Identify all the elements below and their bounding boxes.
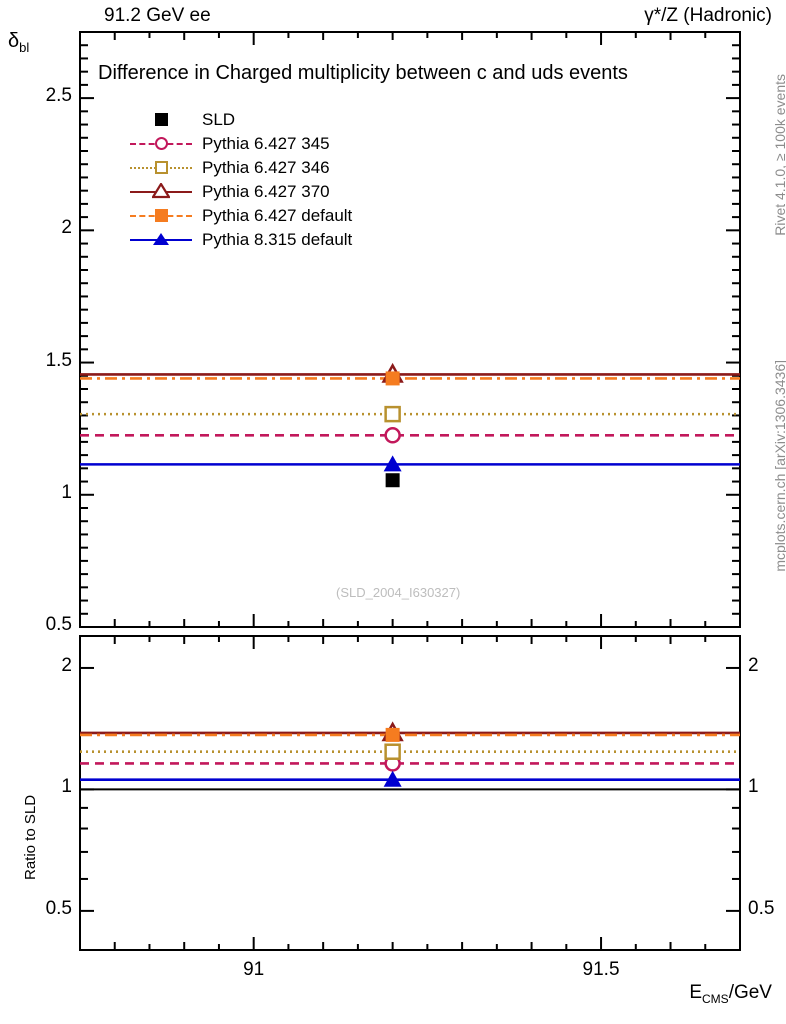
x-axis-title-sub: CMS [702,991,729,1006]
ratio-marker-Pythia 8.315 default [383,770,402,787]
legend-entry: Pythia 6.427 346 [130,156,352,180]
x-axis-title-rest: /GeV [728,982,772,1003]
main-y-tick-label: 1.5 [45,349,72,371]
x-axis-title: ECMS/GeV [689,982,772,1006]
main-y-tick-label: 2.5 [45,85,72,107]
main-marker-SLD [385,473,400,488]
legend-entry: Pythia 6.427 345 [130,132,352,156]
legend-entry: SLD [130,108,352,132]
legend-label: Pythia 6.427 370 [202,182,330,201]
legend-marker-open-triangle-icon [151,181,171,204]
legend-entry: Pythia 8.315 default [130,228,352,252]
legend-key [130,156,192,180]
analysis-id-watermark: (SLD_2004_I630327) [336,585,461,600]
ratio-y-tick-label: 2 [61,654,72,676]
main-y-axis-label-text: δ [8,30,20,52]
legend-marker-filled-triangle-icon [152,231,170,252]
header-beam-energy: 91.2 GeV ee [104,5,211,26]
legend-key [130,180,192,204]
main-marker-Pythia 6.427 346 [384,405,401,423]
main-y-tick-label: 1 [61,481,72,503]
x-axis-title-text: E [689,982,703,1003]
ratio-y-tick-label: 0.5 [45,897,72,919]
legend-entry: Pythia 6.427 370 [130,180,352,204]
legend-marker-open-circle-icon [155,137,168,150]
legend-key [130,132,192,156]
legend-marker-filled-square-icon [155,113,168,126]
main-marker-Pythia 6.427 345 [384,427,401,444]
legend-key [130,204,192,228]
legend-key [130,108,192,132]
legend: SLD Pythia 6.427 345 Pythia 6.427 346 Pythi… [130,108,352,252]
legend-label: Pythia 6.427 345 [202,134,330,153]
legend-label: SLD [202,110,236,129]
ratio-marker-Pythia 6.427 default [385,727,400,742]
x-tick-label: 91.5 [582,959,620,980]
main-y-tick-label: 2 [61,217,72,239]
legend-key [130,228,192,252]
main-y-axis-label-sub: bl [19,40,30,55]
legend-marker-open-square-icon [155,161,168,174]
ratio-y-tick-label-right: 2 [748,654,759,676]
main-marker-Pythia 8.315 default [383,455,402,472]
main-y-axis-label: δbl [8,30,29,55]
legend-label: Pythia 6.427 default [202,206,353,225]
ratio-y-tick-label-right: 0.5 [748,897,775,919]
header-process: γ*/Z (Hadronic) [644,5,772,26]
ratio-marker-Pythia 6.427 346 [384,743,401,760]
main-y-tick-label: 0.5 [45,614,72,635]
plot-inner-title: Difference in Charged multiplicity betwe… [98,62,628,84]
ratio-y-tick-label-right: 1 [748,776,759,798]
legend-label: Pythia 8.315 default [202,230,353,249]
legend-entry: Pythia 6.427 default [130,204,352,228]
main-marker-Pythia 6.427 default [385,371,400,386]
ratio-panel-frame [79,635,741,951]
ratio-y-tick-label: 1 [61,776,72,798]
x-tick-label: 91 [243,959,265,980]
legend-marker-filled-square-icon [155,209,168,222]
main-panel-frame [79,31,741,628]
legend-label: Pythia 6.427 346 [202,158,330,177]
